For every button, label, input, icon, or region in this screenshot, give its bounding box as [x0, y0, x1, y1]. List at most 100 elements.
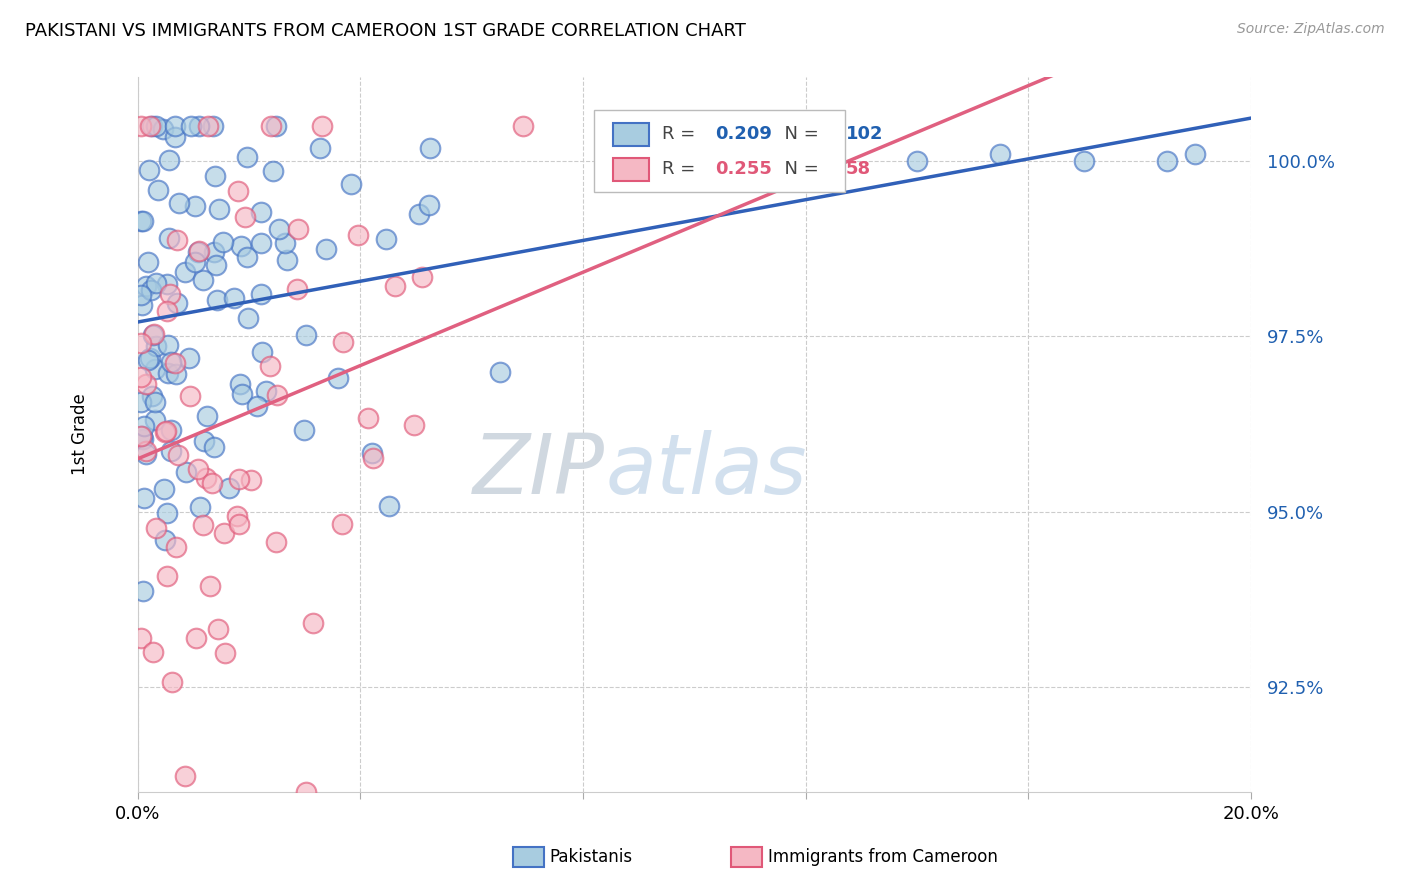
Point — [214, 647, 236, 661]
Point — [229, 239, 252, 253]
Point — [177, 351, 200, 365]
Point — [167, 196, 190, 211]
Point — [183, 255, 205, 269]
Point — [187, 461, 209, 475]
Point — [347, 227, 370, 242]
Point — [134, 419, 156, 434]
Text: Source: ZipAtlas.com: Source: ZipAtlas.com — [1237, 22, 1385, 37]
Point — [1073, 154, 1095, 169]
Point — [311, 120, 333, 134]
Point — [160, 444, 183, 458]
Point — [332, 334, 354, 349]
Point — [143, 394, 166, 409]
Point — [204, 169, 226, 183]
Point — [262, 164, 284, 178]
Point — [143, 326, 166, 341]
Point — [236, 150, 259, 164]
Point — [155, 425, 177, 439]
Point — [155, 277, 177, 291]
Point — [315, 242, 337, 256]
Point — [145, 520, 167, 534]
Point — [246, 400, 269, 414]
Point — [276, 252, 298, 267]
Point — [236, 311, 259, 326]
Point — [153, 482, 176, 496]
Point — [488, 365, 510, 379]
Point — [266, 388, 288, 402]
Point — [145, 338, 167, 352]
Point — [129, 120, 152, 134]
Point — [166, 233, 188, 247]
Point — [155, 533, 177, 548]
Y-axis label: 1st Grade: 1st Grade — [72, 393, 89, 475]
Point — [162, 675, 184, 690]
Point — [165, 540, 187, 554]
Point — [187, 245, 209, 260]
Point — [208, 202, 231, 217]
Point — [339, 177, 361, 191]
Point — [202, 440, 225, 454]
Point — [259, 359, 281, 373]
Point — [136, 255, 159, 269]
Point — [408, 207, 430, 221]
Text: PAKISTANI VS IMMIGRANTS FROM CAMEROON 1ST GRADE CORRELATION CHART: PAKISTANI VS IMMIGRANTS FROM CAMEROON 1S… — [25, 22, 747, 40]
Point — [250, 204, 273, 219]
Point — [142, 327, 165, 342]
Point — [794, 154, 817, 169]
Point — [157, 153, 180, 167]
Point — [129, 395, 152, 409]
FancyBboxPatch shape — [595, 110, 845, 192]
Text: 0.255: 0.255 — [716, 161, 772, 178]
Point — [309, 141, 332, 155]
Point — [156, 303, 179, 318]
Point — [187, 244, 209, 258]
Point — [143, 413, 166, 427]
Point — [193, 434, 215, 448]
Point — [184, 199, 207, 213]
Point — [202, 245, 225, 260]
Point — [292, 423, 315, 437]
Point — [218, 481, 240, 495]
Point — [302, 615, 325, 630]
Point — [205, 258, 228, 272]
Point — [188, 120, 211, 134]
Point — [143, 362, 166, 376]
Point — [131, 298, 153, 312]
Point — [295, 784, 318, 798]
Bar — [613, 123, 648, 145]
Point — [356, 410, 378, 425]
Point — [250, 286, 273, 301]
Point — [285, 282, 308, 296]
Point — [1184, 147, 1206, 161]
Point — [139, 351, 162, 365]
Point — [226, 508, 249, 523]
Point — [142, 645, 165, 659]
Point — [231, 386, 253, 401]
Point — [195, 409, 218, 423]
Point — [198, 578, 221, 592]
Point — [165, 367, 187, 381]
Point — [145, 120, 167, 134]
Point — [363, 450, 385, 465]
Point — [173, 768, 195, 782]
Point — [267, 222, 290, 236]
Point — [139, 120, 162, 134]
Point — [129, 370, 152, 384]
Point — [159, 287, 181, 301]
Point — [163, 130, 186, 145]
Point — [134, 491, 156, 505]
Point — [194, 471, 217, 485]
Point — [207, 622, 229, 636]
Point — [146, 183, 169, 197]
Point — [152, 122, 174, 136]
Point — [229, 377, 252, 392]
Point — [250, 236, 273, 251]
Point — [330, 516, 353, 531]
Point — [375, 232, 398, 246]
Point — [188, 500, 211, 515]
Point — [157, 366, 180, 380]
Point — [264, 120, 287, 134]
Text: 0.209: 0.209 — [716, 125, 772, 143]
Point — [228, 472, 250, 486]
Point — [163, 120, 186, 134]
